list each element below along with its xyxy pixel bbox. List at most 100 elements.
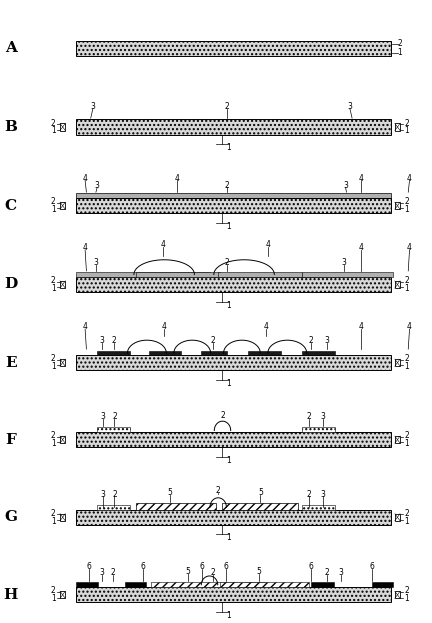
Text: 1: 1 bbox=[51, 205, 55, 214]
Text: 2: 2 bbox=[309, 336, 313, 345]
Text: 2: 2 bbox=[405, 354, 409, 363]
Bar bbox=[97, 505, 130, 510]
Text: G: G bbox=[4, 510, 17, 524]
Text: F: F bbox=[5, 432, 16, 447]
Bar bbox=[76, 272, 210, 277]
Text: 3: 3 bbox=[324, 336, 329, 345]
Bar bbox=[302, 505, 335, 510]
Bar bbox=[372, 582, 393, 587]
Text: 1: 1 bbox=[227, 300, 231, 310]
Text: 3: 3 bbox=[95, 181, 100, 189]
Text: 2: 2 bbox=[112, 490, 117, 498]
Text: 4: 4 bbox=[407, 174, 412, 183]
Text: 4: 4 bbox=[83, 174, 88, 183]
Text: E: E bbox=[5, 356, 16, 369]
Text: 3: 3 bbox=[99, 336, 105, 345]
Bar bbox=[76, 432, 391, 447]
Text: 5: 5 bbox=[167, 488, 172, 497]
Text: 4: 4 bbox=[161, 240, 166, 249]
Text: 2: 2 bbox=[324, 568, 329, 577]
Bar bbox=[244, 582, 265, 587]
Bar bbox=[395, 359, 400, 366]
Bar bbox=[60, 591, 65, 598]
Bar bbox=[201, 351, 227, 355]
Text: 2: 2 bbox=[225, 181, 229, 189]
Text: 2: 2 bbox=[216, 486, 220, 495]
Bar bbox=[97, 351, 130, 355]
Text: 5: 5 bbox=[258, 488, 263, 497]
Text: 4: 4 bbox=[263, 322, 268, 331]
Text: 1: 1 bbox=[405, 205, 409, 214]
Text: 2: 2 bbox=[51, 586, 55, 596]
Bar bbox=[60, 123, 65, 130]
Text: 2: 2 bbox=[51, 276, 55, 285]
Text: 6: 6 bbox=[370, 562, 375, 571]
Bar bbox=[76, 510, 391, 525]
Text: B: B bbox=[4, 120, 17, 134]
Text: 2: 2 bbox=[51, 431, 55, 440]
Text: 3: 3 bbox=[339, 568, 344, 577]
Text: 2: 2 bbox=[307, 490, 311, 498]
Text: 2: 2 bbox=[51, 509, 55, 518]
Text: 4: 4 bbox=[175, 174, 180, 183]
Bar bbox=[220, 582, 309, 587]
Text: D: D bbox=[4, 277, 17, 292]
Text: 2: 2 bbox=[211, 336, 215, 345]
Bar bbox=[76, 193, 391, 198]
Text: 2: 2 bbox=[211, 568, 215, 577]
Text: 1: 1 bbox=[405, 594, 409, 603]
Bar bbox=[76, 355, 391, 370]
Text: 2: 2 bbox=[405, 431, 409, 440]
Text: 3: 3 bbox=[100, 412, 105, 421]
Text: 1: 1 bbox=[51, 516, 55, 526]
Text: 6: 6 bbox=[140, 562, 145, 571]
Text: 1: 1 bbox=[51, 284, 55, 293]
Bar bbox=[97, 427, 130, 432]
Text: 4: 4 bbox=[359, 174, 364, 183]
Bar bbox=[311, 582, 334, 587]
Bar bbox=[60, 513, 65, 521]
Bar bbox=[76, 582, 98, 587]
Text: 3: 3 bbox=[93, 258, 98, 267]
Text: 2: 2 bbox=[405, 276, 409, 285]
Bar bbox=[395, 123, 400, 130]
Text: 1: 1 bbox=[405, 284, 409, 293]
Text: 1: 1 bbox=[397, 48, 402, 57]
Text: 1: 1 bbox=[227, 455, 231, 465]
Bar bbox=[222, 503, 298, 510]
Bar bbox=[302, 272, 393, 277]
Text: 2: 2 bbox=[51, 197, 55, 206]
Bar bbox=[218, 272, 302, 277]
Text: 3: 3 bbox=[347, 102, 353, 111]
Bar bbox=[76, 40, 391, 56]
Bar bbox=[395, 436, 400, 443]
Bar bbox=[136, 503, 216, 510]
Bar bbox=[395, 591, 400, 598]
Text: 1: 1 bbox=[51, 594, 55, 603]
Text: 4: 4 bbox=[265, 240, 270, 249]
Text: 6: 6 bbox=[308, 562, 314, 571]
Text: 4: 4 bbox=[359, 243, 364, 252]
Text: 6: 6 bbox=[223, 562, 229, 571]
Text: 4: 4 bbox=[162, 322, 167, 331]
Text: 2: 2 bbox=[405, 509, 409, 518]
Text: 6: 6 bbox=[86, 562, 91, 571]
Text: 3: 3 bbox=[99, 568, 105, 577]
Text: 2: 2 bbox=[225, 258, 229, 267]
Text: 1: 1 bbox=[227, 379, 231, 388]
Bar bbox=[395, 202, 400, 209]
Text: 4: 4 bbox=[83, 322, 88, 331]
Text: 1: 1 bbox=[405, 126, 409, 135]
Text: 2: 2 bbox=[111, 336, 116, 345]
Text: H: H bbox=[3, 587, 18, 602]
Text: 2: 2 bbox=[397, 39, 402, 49]
Text: 6: 6 bbox=[200, 562, 205, 571]
Text: 3: 3 bbox=[321, 490, 326, 498]
Bar bbox=[76, 120, 391, 135]
Text: 3: 3 bbox=[342, 258, 347, 267]
Text: 2: 2 bbox=[307, 412, 311, 421]
Text: 5: 5 bbox=[185, 567, 191, 576]
Text: 2: 2 bbox=[405, 586, 409, 596]
Bar bbox=[76, 198, 391, 213]
Text: 1: 1 bbox=[405, 362, 409, 371]
